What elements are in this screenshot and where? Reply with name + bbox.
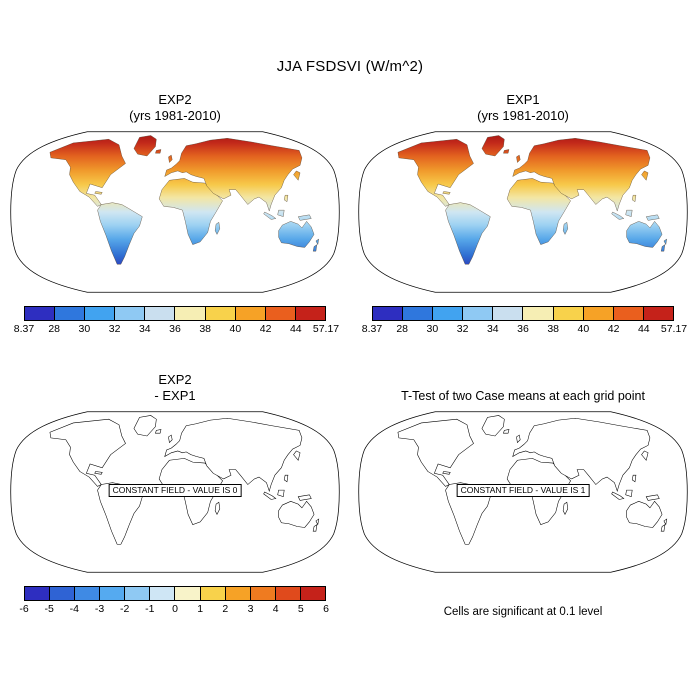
colorbar-exp2: 8.37 28 30 32 34 36 38 40 42 44 57.17 (14, 306, 339, 337)
panel-subtitle: - EXP1 (154, 388, 196, 403)
colorbar-segment (274, 587, 300, 600)
colorbar-tick-label: 40 (577, 323, 590, 335)
colorbar-tick-label: 8.37 (13, 323, 35, 335)
colorbar-tick-label: 42 (607, 323, 620, 335)
colorbar-segment (144, 307, 175, 320)
colorbar-tick-label: 6 (323, 603, 329, 615)
colorbar-tick-label: 42 (259, 323, 272, 335)
colorbar-segment (204, 307, 235, 320)
colorbar-tick-label: 44 (637, 323, 650, 335)
colorbar-segment (264, 307, 295, 320)
colorbar-segment (492, 307, 523, 320)
figure-title: JJA FSDSVI (W/m^2) (276, 58, 424, 75)
colorbar-tick-label: -1 (145, 603, 155, 615)
colorbar-tick-label: 3 (247, 603, 254, 615)
panel-title: EXP2 (158, 372, 192, 387)
colorbar-tick-label: 36 (517, 323, 529, 335)
colorbar-labels: 8.37 28 30 32 34 36 38 40 42 44 57.17 (362, 323, 687, 337)
colorbar-segment (299, 587, 325, 600)
colorbar-tick-label: 4 (272, 603, 279, 615)
map-container (355, 128, 691, 296)
colorbar-segment (522, 307, 553, 320)
colorbar-segment (54, 307, 85, 320)
colorbar-segment (582, 307, 613, 320)
colorbar-segment (224, 587, 250, 600)
colorbar-tick-label: 28 (48, 323, 61, 335)
colorbar-boxes (24, 586, 326, 601)
colorbar-tick-label: 1 (197, 603, 204, 615)
colorbar-segment (642, 307, 673, 320)
colorbar-labels: 8.37 28 30 32 34 36 38 40 42 44 57.17 (14, 323, 339, 337)
colorbar-segment (74, 587, 100, 600)
colorbar-segment (99, 587, 125, 600)
colorbar-tick-label: 2 (222, 603, 229, 615)
panel-difference: EXP2 - EXP1 CONSTANT FIELD - VALUE IS 0 … (7, 372, 343, 617)
colorbar-labels: -6 -5 -4 -3 -2 -1 0 1 2 3 4 5 6 (19, 603, 329, 617)
colorbar-segment (552, 307, 583, 320)
colorbar-segment (149, 587, 175, 600)
map-container (7, 128, 343, 296)
panel-ttest: T-Test of two Case means at each grid po… (355, 372, 691, 618)
colorbar-boxes (372, 306, 674, 321)
colorbar-segment (114, 307, 145, 320)
colorbar-segment (462, 307, 493, 320)
colorbar-tick-label: 57.17 (312, 323, 340, 335)
colorbar-tick-label: 32 (108, 323, 121, 335)
colorbar-boxes (24, 306, 326, 321)
colorbar-tick-label: 32 (456, 323, 469, 335)
colorbar-tick-label: 38 (199, 323, 212, 335)
colorbar-tick-label: 44 (289, 323, 302, 335)
panel-subtitle: (yrs 1981-2010) (477, 108, 569, 123)
colorbar-segment (25, 587, 50, 600)
colorbar-segment (84, 307, 115, 320)
colorbar-tick-label: 57.17 (660, 323, 688, 335)
colorbar-segment (249, 587, 275, 600)
colorbar-segment (402, 307, 433, 320)
colorbar-segment (373, 307, 403, 320)
panel-title: EXP1 (506, 92, 540, 107)
colorbar-segment (199, 587, 225, 600)
colorbar-tick-label: 36 (169, 323, 181, 335)
map-container: CONSTANT FIELD - VALUE IS 1 (355, 408, 691, 576)
colorbar-tick-label: 28 (396, 323, 409, 335)
world-map-exp2 (10, 131, 340, 293)
colorbar-tick-label: 30 (78, 323, 91, 335)
map-container: CONSTANT FIELD - VALUE IS 0 (7, 408, 343, 576)
colorbar-tick-label: 30 (426, 323, 439, 335)
colorbar-tick-label: -4 (69, 603, 79, 615)
colorbar-tick-label: 34 (138, 323, 151, 335)
colorbar-tick-label: 8.37 (361, 323, 383, 335)
panel-title: EXP2 (158, 92, 192, 107)
panel-title: T-Test of two Case means at each grid po… (401, 389, 645, 403)
colorbar-difference: -6 -5 -4 -3 -2 -1 0 1 2 3 4 5 6 (19, 586, 329, 617)
colorbar-segment (174, 307, 205, 320)
colorbar-tick-label: 34 (486, 323, 499, 335)
colorbar-segment (432, 307, 463, 320)
colorbar-tick-label: 5 (297, 603, 304, 615)
colorbar-segment (49, 587, 75, 600)
panel-subtitle: (yrs 1981-2010) (129, 108, 221, 123)
colorbar-segment (124, 587, 150, 600)
constant-field-box: CONSTANT FIELD - VALUE IS 0 (108, 483, 242, 497)
colorbar-tick-label: -3 (94, 603, 105, 615)
panel-exp1: EXP1 (yrs 1981-2010) 8.37 28 30 32 34 36 38 40 4… (355, 92, 691, 337)
colorbar-tick-label: 40 (229, 323, 242, 335)
colorbar-segment (25, 307, 55, 320)
colorbar-tick-label: 38 (547, 323, 560, 335)
colorbar-exp1: 8.37 28 30 32 34 36 38 40 42 44 57.17 (362, 306, 687, 337)
colorbar-tick-label: -5 (44, 603, 54, 615)
colorbar-tick-label: -2 (119, 603, 130, 615)
colorbar-segment (294, 307, 325, 320)
constant-field-box: CONSTANT FIELD - VALUE IS 1 (456, 483, 590, 497)
significance-caption: Cells are significant at 0.1 level (443, 606, 603, 618)
colorbar-tick-label: 0 (172, 603, 178, 615)
colorbar-segment (234, 307, 265, 320)
colorbar-segment (174, 587, 200, 600)
colorbar-tick-label: -6 (19, 603, 29, 615)
panel-exp2: EXP2 (yrs 1981-2010) 8.37 28 30 32 34 36 38 40 4… (7, 92, 343, 337)
colorbar-segment (612, 307, 643, 320)
world-map-exp1 (358, 131, 688, 293)
